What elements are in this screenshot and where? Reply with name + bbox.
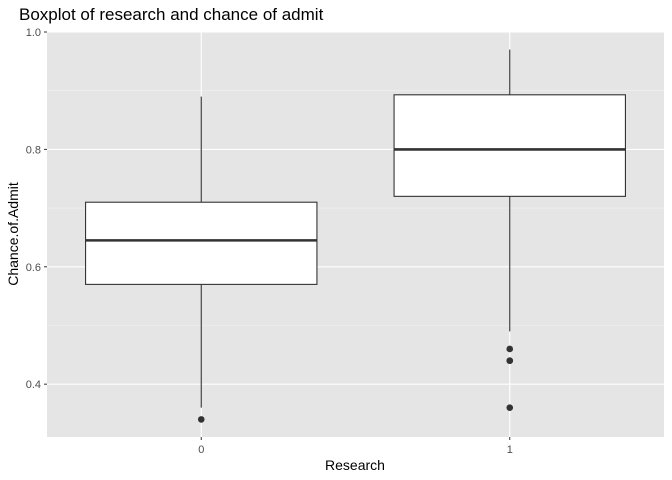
chart-title: Boxplot of research and chance of admit — [19, 5, 324, 24]
box-1 — [393, 94, 626, 197]
y-tick-label: 0.6 — [26, 262, 41, 274]
y-axis-title: Chance.of.Admit — [5, 182, 21, 286]
outlier-point — [506, 404, 514, 411]
y-tick-label: 0.8 — [26, 144, 41, 156]
boxes-layer — [85, 49, 626, 423]
x-tick-label: 1 — [507, 444, 513, 456]
y-axis: 0.4 0.6 0.8 1.0 — [26, 27, 47, 391]
x-axis-title: Research — [325, 457, 385, 473]
y-tick-label: 0.4 — [26, 379, 41, 391]
outlier-point — [506, 345, 514, 353]
y-tick-label: 1.0 — [26, 27, 41, 39]
box-0 — [85, 201, 318, 285]
outlier-point — [197, 416, 205, 423]
x-tick-label: 0 — [198, 444, 204, 456]
outlier-point — [506, 357, 514, 364]
